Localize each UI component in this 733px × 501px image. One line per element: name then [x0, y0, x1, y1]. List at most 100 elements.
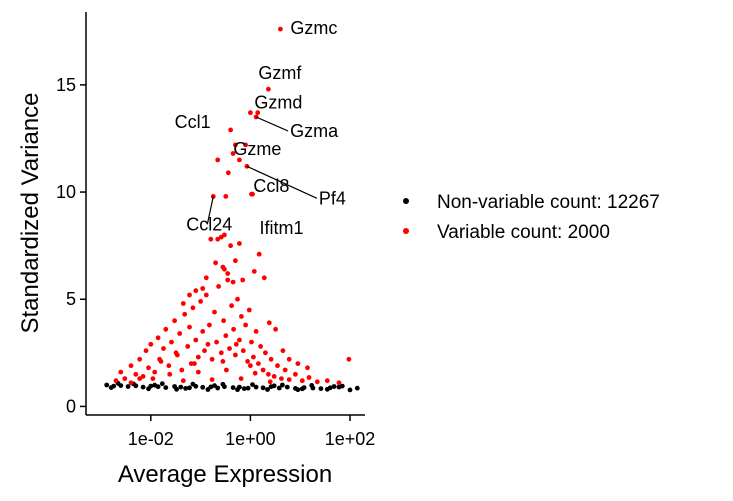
point-variable [228, 243, 234, 249]
point-variable [225, 170, 231, 176]
point-variable [193, 288, 199, 294]
point-non-variable [276, 385, 282, 391]
gene-label-leader [246, 165, 318, 199]
point-non-variable [280, 382, 285, 388]
point-non-variable [108, 385, 114, 390]
y-tick-label: 0 [66, 396, 76, 416]
point-variable [198, 299, 204, 304]
gene-label: Ifitm1 [260, 218, 304, 238]
point-non-variable [253, 384, 259, 390]
point-non-variable [220, 381, 226, 387]
point-variable [260, 367, 266, 373]
point-non-variable [159, 381, 165, 387]
point-highlighted-gene [248, 110, 253, 116]
point-variable [246, 307, 252, 313]
point-non-variable [146, 386, 151, 392]
legend-key-variable [403, 228, 409, 234]
point-variable [155, 335, 161, 341]
point-non-variable [104, 382, 110, 388]
point-variable [223, 194, 229, 199]
point-highlighted-gene [233, 142, 238, 148]
point-variable [137, 356, 143, 362]
point-variable [177, 331, 183, 336]
x-tick-label: 1e+00 [225, 429, 276, 449]
point-variable [215, 157, 221, 163]
gene-label: Ccl8 [253, 176, 289, 196]
legend-label-non-variable: Non-variable count: 12267 [437, 192, 660, 213]
point-variable [230, 151, 236, 156]
point-variable [190, 305, 196, 311]
point-non-variable [245, 385, 251, 391]
point-variable [140, 374, 146, 379]
point-variable [253, 329, 259, 334]
point-variable [208, 236, 214, 242]
point-non-variable [163, 385, 169, 390]
point-variable [122, 376, 128, 381]
point-variable [203, 275, 209, 281]
point-variable [240, 348, 246, 354]
y-tick-label: 5 [66, 289, 76, 309]
gene-label: Gzmc [290, 18, 337, 38]
y-axis-title: Standardized Variance [17, 92, 44, 333]
point-non-variable [339, 383, 345, 389]
point-variable [137, 376, 143, 381]
point-variable [195, 369, 201, 375]
point-variable [209, 377, 215, 382]
point-variable [193, 337, 199, 343]
point-variable [243, 322, 249, 328]
point-variable [255, 110, 261, 116]
point-non-variable [250, 382, 255, 387]
point-variable [128, 380, 134, 386]
point-highlighted-gene [228, 127, 234, 133]
point-variable [233, 341, 239, 347]
point-variable [229, 303, 235, 309]
point-variable [169, 339, 174, 345]
legend: Non-variable count: 12267 Variable count… [403, 192, 660, 243]
point-non-variable [318, 386, 324, 391]
gene-label: Ccl1 [175, 112, 211, 132]
point-variable [299, 378, 305, 384]
point-variable [248, 363, 253, 369]
legend-key-non-variable [403, 198, 409, 204]
point-variable [251, 269, 257, 274]
point-variable [305, 365, 310, 371]
point-variable [200, 286, 206, 291]
point-variable [233, 352, 238, 358]
point-non-variable [324, 386, 330, 392]
point-variable [282, 367, 288, 373]
point-non-variable [284, 384, 290, 390]
point-variable [179, 367, 185, 373]
axes-layer [85, 12, 365, 416]
gene-label-leader [255, 116, 289, 132]
point-variable [227, 346, 232, 351]
point-non-variable [125, 384, 131, 389]
point-variable [306, 375, 312, 380]
point-variable [268, 356, 274, 362]
point-variable [212, 309, 217, 315]
point-variable [256, 251, 262, 257]
point-variable [273, 326, 278, 332]
point-non-variable [241, 386, 247, 391]
point-non-variable [183, 386, 189, 391]
point-non-variable [299, 386, 305, 392]
point-variable [239, 314, 244, 319]
point-variable [180, 378, 186, 384]
point-variable [243, 142, 249, 148]
point-variable [237, 337, 242, 343]
point-highlighted-gene [210, 194, 216, 199]
point-variable [230, 279, 236, 285]
point-variable [207, 322, 212, 328]
point-variable [261, 275, 267, 281]
x-axis-title: Average Expression [118, 461, 332, 488]
point-variable [214, 339, 220, 345]
point-variable [225, 277, 231, 283]
point-variable [113, 378, 119, 384]
points-layer [104, 26, 360, 393]
point-variable [314, 379, 320, 385]
point-variable [203, 292, 209, 298]
point-variable [187, 292, 192, 298]
point-highlighted-gene [266, 86, 271, 92]
point-variable [286, 377, 292, 382]
point-variable [220, 264, 226, 270]
point-variable [148, 341, 154, 347]
